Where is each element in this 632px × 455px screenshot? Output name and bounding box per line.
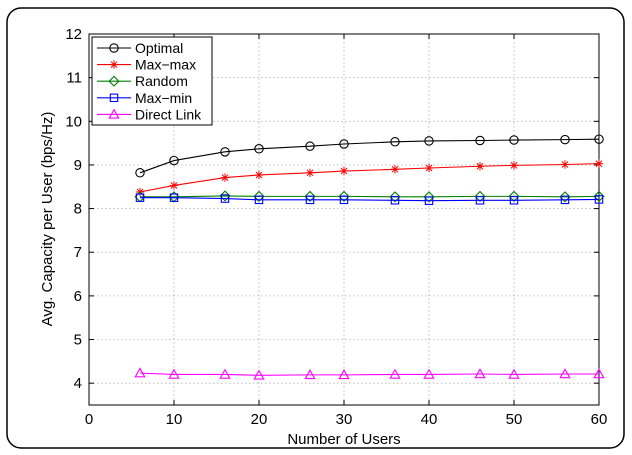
data-point	[593, 368, 605, 379]
y-tick-label: 9	[74, 157, 82, 174]
data-point	[424, 196, 434, 205]
data-point	[339, 195, 349, 205]
data-point	[304, 190, 316, 202]
legend-label: Random	[135, 73, 188, 89]
data-point	[594, 134, 604, 144]
data-point	[423, 368, 435, 379]
data-point	[254, 144, 264, 154]
series-line	[139, 138, 600, 174]
legend-label: Optimal	[135, 40, 183, 56]
legend-marker	[109, 43, 119, 53]
legend-label: Max−max	[135, 57, 196, 73]
data-point	[220, 147, 230, 157]
axis-ticks: 0 10 20 30 40 50 60 4 5 6 7 8 9 10 11 12	[65, 26, 607, 428]
series-direct-link	[134, 367, 605, 380]
x-tick-label: 0	[85, 411, 93, 428]
data-point	[135, 193, 145, 202]
data-point	[134, 367, 146, 378]
series-max-max	[135, 159, 604, 197]
data-point	[423, 191, 435, 203]
y-tick-label: 4	[74, 375, 82, 392]
data-point	[594, 159, 604, 168]
data-point	[389, 368, 401, 379]
data-point	[339, 166, 349, 176]
data-point	[220, 173, 230, 182]
data-point	[135, 168, 145, 178]
series-line	[139, 372, 599, 376]
legend-label: Max−min	[135, 90, 192, 106]
data-point	[305, 141, 315, 151]
data-point	[509, 196, 519, 205]
data-point	[424, 163, 434, 173]
data-point	[253, 190, 265, 202]
data-point	[254, 170, 264, 180]
x-tick-label: 20	[251, 411, 268, 428]
series-line	[140, 197, 600, 202]
y-tick-label: 11	[66, 70, 82, 87]
legend-marker	[109, 60, 119, 69]
data-point	[559, 191, 571, 203]
data-point	[390, 196, 400, 205]
data-point	[560, 160, 570, 169]
data-point	[219, 368, 231, 379]
data-point	[559, 368, 571, 379]
series-max-min	[135, 193, 604, 205]
series-line	[139, 163, 600, 193]
data-point	[390, 137, 400, 147]
data-point	[560, 195, 570, 205]
legend-label: Direct Link	[135, 106, 202, 122]
figure-frame	[6, 7, 625, 449]
y-tick-label: 12	[65, 26, 82, 43]
data-point	[390, 165, 400, 174]
series-optimal	[135, 134, 604, 178]
legend-marker	[109, 93, 119, 103]
x-tick-label: 10	[166, 411, 183, 428]
data-point	[475, 135, 485, 146]
data-point	[220, 194, 230, 203]
data-point	[424, 136, 434, 146]
y-tick-label: 8	[74, 201, 82, 218]
x-tick-label: 30	[336, 411, 353, 428]
y-axis-label: Avg. Capacity per User (bps/Hz)	[39, 112, 56, 327]
data-point	[338, 369, 350, 380]
data-point	[169, 193, 179, 202]
y-tick-label: 6	[74, 288, 82, 305]
data-point	[560, 134, 570, 145]
data-point	[305, 168, 315, 177]
data-point	[254, 195, 264, 205]
x-tick-label: 60	[591, 411, 608, 428]
legend-marker	[108, 75, 120, 87]
data-point	[168, 368, 180, 379]
data-point	[508, 368, 520, 379]
data-point	[475, 196, 485, 205]
data-point	[474, 190, 486, 202]
data-point	[169, 181, 179, 190]
x-tick-label: 50	[506, 411, 523, 428]
data-point	[339, 139, 349, 149]
data-point	[508, 190, 520, 202]
y-tick-label: 5	[74, 332, 82, 349]
data-point	[594, 195, 604, 204]
x-tick-label: 40	[421, 411, 438, 428]
legend-marker	[108, 108, 120, 119]
x-axis-label: Number of Users	[287, 431, 400, 448]
data-point	[305, 195, 315, 205]
data-point	[593, 190, 605, 202]
data-point	[304, 369, 316, 380]
data-point	[169, 155, 179, 166]
series-group	[134, 134, 605, 380]
y-tick-label: 7	[74, 244, 82, 261]
data-point	[338, 190, 350, 202]
data-point	[389, 191, 401, 203]
data-point	[475, 162, 485, 171]
data-point	[509, 135, 519, 145]
y-tick-label: 10	[65, 113, 82, 130]
data-point	[509, 161, 519, 170]
data-point	[474, 368, 486, 379]
series-line	[140, 195, 600, 198]
data-point	[253, 369, 265, 380]
